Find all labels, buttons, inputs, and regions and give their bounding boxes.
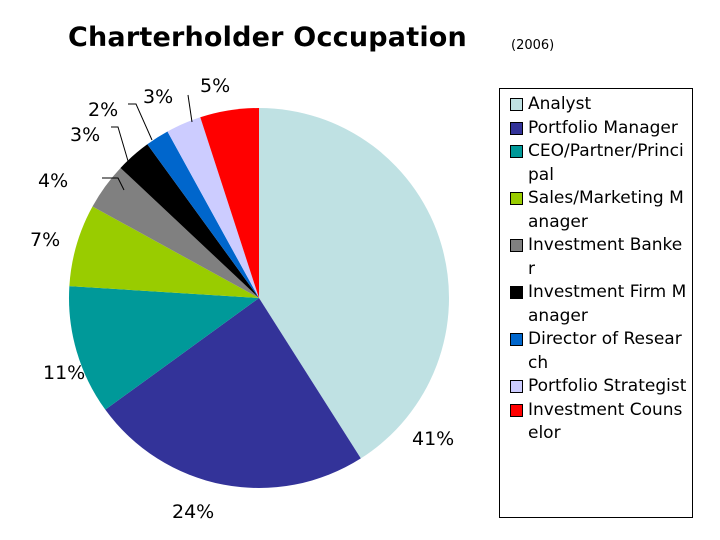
percent-label: 7% — [30, 229, 60, 251]
legend-swatch — [510, 403, 523, 417]
legend-swatch — [510, 192, 523, 205]
legend-item: Investment Banker — [510, 234, 688, 281]
leader-line — [128, 103, 153, 141]
percent-label: 41% — [412, 428, 454, 450]
percent-labels: 41% 24% 11% 7% 4% 3% 2% 3% 5% — [30, 75, 454, 523]
legend-item: Portfolio Manager — [510, 117, 688, 141]
legend-swatch — [510, 286, 523, 299]
leader-line — [187, 94, 193, 123]
legend-item: Sales/Marketing Manager — [510, 187, 688, 234]
legend-item: Portfolio Strategist — [510, 375, 688, 399]
leader-lines — [102, 94, 193, 191]
pie-slices — [68, 108, 449, 488]
percent-label: 2% — [88, 99, 118, 121]
percent-label: 4% — [38, 170, 68, 192]
legend-swatch — [510, 121, 523, 135]
legend-item: Analyst — [510, 93, 688, 117]
legend-label: Investment Firm Manager — [528, 282, 687, 326]
pie-slice-analyst — [259, 108, 449, 459]
legend-label: Investment Banker — [528, 235, 683, 279]
pie-slice-investment-counselor — [200, 108, 259, 298]
pie-slice-investment-banker — [92, 167, 259, 298]
pie-slice-ceo-partner-principal — [68, 286, 259, 410]
pie-slice-sales-marketing-manager — [69, 206, 260, 298]
legend-label: Sales/Marketing Manager — [528, 188, 684, 232]
legend-label: Portfolio Strategist — [528, 376, 687, 396]
pie-slice-director-of-research — [147, 131, 259, 298]
chart-subtitle: (2006) — [511, 38, 555, 53]
legend-label: CEO/Partner/Principal — [528, 141, 684, 185]
legend-swatch — [510, 333, 523, 346]
pie-slice-investment-firm-manager — [120, 144, 259, 298]
pie-slice-portfolio-manager — [105, 298, 361, 488]
chart-legend: Analyst Portfolio Manager CEO/Partner/Prin… — [499, 88, 693, 518]
leader-line — [111, 126, 129, 162]
legend-label: Portfolio Manager — [528, 117, 678, 138]
legend-item: Director of Research — [510, 328, 688, 375]
leader-line — [102, 177, 125, 191]
chart-title: Charterholder Occupation — [68, 22, 467, 53]
percent-label: 5% — [200, 75, 230, 97]
legend-swatch — [510, 380, 523, 393]
legend-label: Director of Research — [528, 329, 682, 373]
percent-label: 11% — [43, 362, 85, 384]
legend-swatch — [510, 98, 523, 111]
percent-label: 24% — [172, 501, 214, 523]
legend-swatch — [510, 239, 523, 252]
legend-item: CEO/Partner/Principal — [510, 140, 688, 187]
percent-label: 3% — [143, 86, 173, 108]
legend-swatch — [510, 145, 523, 158]
legend-item: Investment Counselor — [510, 399, 688, 446]
legend-item: Investment Firm Manager — [510, 281, 688, 328]
legend-label: Analyst — [528, 94, 592, 114]
legend-label: Investment Counselor — [528, 399, 683, 444]
pie-slice-portfolio-strategist — [167, 117, 259, 298]
percent-label: 3% — [70, 124, 100, 146]
